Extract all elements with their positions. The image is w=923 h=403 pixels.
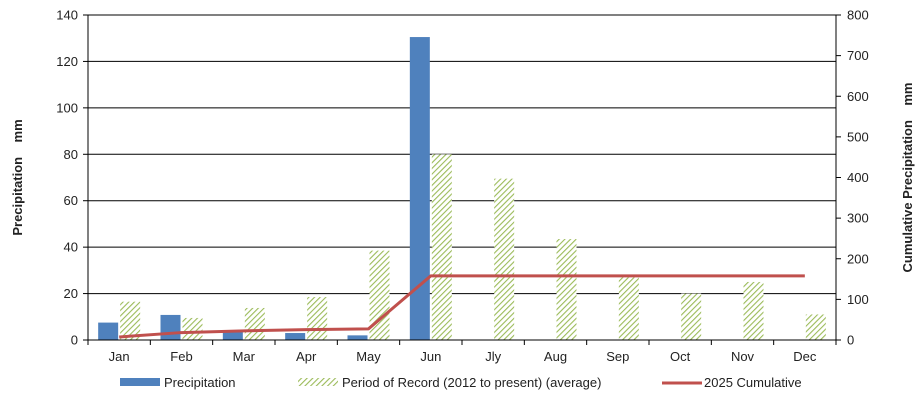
period-of-record-bar — [805, 314, 826, 340]
precipitation-bar — [222, 330, 243, 340]
period-of-record-bar — [307, 297, 328, 340]
legend-label-period-of-record: Period of Record (2012 to present) (aver… — [342, 375, 601, 390]
precipitation-bar — [347, 335, 368, 340]
y2-tick-label: 500 — [847, 129, 869, 144]
x-tick-label: Oct — [670, 349, 691, 364]
y2-tick-label: 0 — [847, 333, 854, 348]
y2-axis-title: Cumulative Precipitation mm — [900, 83, 915, 273]
y2-tick-label: 600 — [847, 89, 869, 104]
y-tick-label: 140 — [56, 8, 78, 23]
cumulative-line — [119, 274, 805, 339]
period-of-record-bar — [556, 239, 577, 340]
period-of-record-bar — [182, 317, 203, 340]
y-tick-label: 20 — [64, 286, 78, 301]
y2-tick-label: 200 — [847, 251, 869, 266]
x-tick-label: May — [356, 349, 381, 364]
x-tick-label: Jly — [485, 349, 501, 364]
period-of-record-bar — [618, 277, 639, 340]
precipitation-bar — [160, 314, 181, 340]
legend-swatch-period-of-record — [298, 378, 338, 386]
period-of-record-bar — [431, 154, 452, 340]
x-tick-label: Sep — [606, 349, 629, 364]
period-of-record-bar — [494, 178, 515, 340]
legend-label-cumulative: 2025 Cumulative — [704, 375, 802, 390]
period-of-record-bar — [244, 307, 265, 340]
y2-tick-label: 700 — [847, 48, 869, 63]
legend-swatch-precipitation — [120, 378, 160, 386]
period-of-record-bar — [681, 293, 702, 340]
x-tick-label: Nov — [731, 349, 755, 364]
y-axis-title: Precipitation mm — [10, 119, 25, 235]
x-tick-label: Dec — [793, 349, 817, 364]
x-tick-label: Jan — [109, 349, 130, 364]
y2-tick-label: 400 — [847, 170, 869, 185]
y-tick-label: 0 — [71, 333, 78, 348]
y-tick-label: 120 — [56, 54, 78, 69]
precipitation-bar — [98, 322, 119, 340]
precipitation-bar — [409, 37, 430, 341]
x-tick-label: Apr — [296, 349, 317, 364]
x-tick-label: Mar — [233, 349, 256, 364]
y2-tick-label: 800 — [847, 8, 869, 23]
legend-label-precipitation: Precipitation — [164, 375, 236, 390]
y-tick-label: 40 — [64, 240, 78, 255]
y-tick-label: 60 — [64, 193, 78, 208]
y2-tick-label: 100 — [847, 292, 869, 307]
y2-tick-label: 300 — [847, 211, 869, 226]
precipitation-bar — [285, 333, 306, 340]
y-tick-label: 80 — [64, 147, 78, 162]
x-tick-label: Jun — [420, 349, 441, 364]
period-of-record-bar — [120, 301, 141, 340]
period-of-record-bar — [369, 250, 390, 340]
x-tick-label: Aug — [544, 349, 567, 364]
period-of-record-bar — [743, 281, 764, 340]
x-tick-label: Feb — [170, 349, 192, 364]
y-tick-label: 100 — [56, 100, 78, 115]
